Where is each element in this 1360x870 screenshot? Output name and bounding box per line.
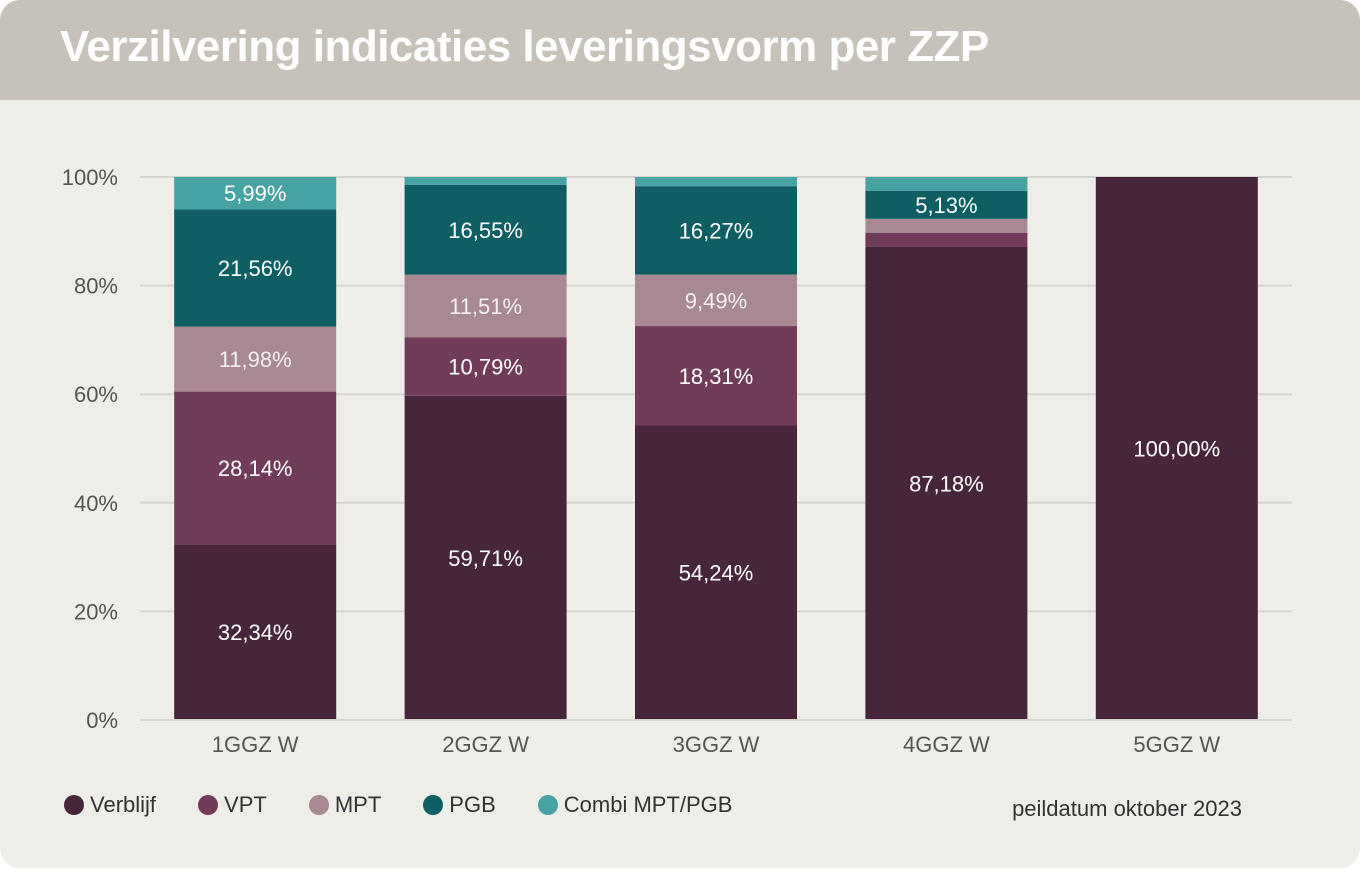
y-tick-label: 20%	[74, 599, 118, 624]
y-tick-label: 60%	[74, 382, 118, 407]
data-label: 5,99%	[224, 181, 286, 206]
legend-label-vpt: VPT	[224, 792, 267, 817]
data-label: 32,34%	[218, 620, 293, 645]
legend-item-pgb: PGB	[423, 792, 496, 818]
data-label: 87,18%	[909, 471, 984, 496]
data-label: 21,56%	[218, 256, 293, 281]
title-bar: Verzilvering indicaties leveringsvorm pe…	[0, 0, 1360, 100]
legend-label-pgb: PGB	[449, 792, 496, 817]
data-label: 9,49%	[685, 288, 747, 313]
bar-segment	[865, 218, 1028, 233]
bar-segment	[865, 246, 1028, 720]
bar-segment	[635, 177, 797, 187]
bar-segment	[865, 177, 1028, 191]
data-label: 100,00%	[1133, 437, 1220, 462]
bar-segment	[635, 274, 797, 327]
legend-label-verblijf: Verblijf	[90, 792, 157, 817]
data-label: 16,55%	[448, 218, 523, 243]
bar-segment	[635, 326, 797, 426]
y-tick-label: 40%	[74, 491, 118, 516]
legend: Verblijf VPT MPT PGB Combi MPT/PGB	[64, 792, 774, 818]
legend-swatch-mpt	[308, 795, 329, 815]
x-tick-label: 1GGZ W	[212, 732, 299, 757]
bar-segment	[404, 337, 567, 396]
data-label: 16,27%	[679, 218, 754, 243]
data-label: 59,71%	[448, 546, 523, 571]
bar-segment	[404, 177, 567, 185]
data-label: 5,13%	[915, 193, 977, 218]
data-label: 11,51%	[449, 294, 522, 319]
stacked-bar-chart: 0% 20% 40% 60% 80% 100% 32,34% 28,14% 11,98% 21,5…	[62, 165, 1292, 757]
y-tick-label: 100%	[62, 165, 118, 190]
x-tick-label: 4GGZ W	[903, 732, 990, 757]
data-label: 54,24%	[679, 561, 754, 586]
x-tick-label: 3GGZ W	[673, 732, 760, 757]
bar-segment	[635, 186, 797, 275]
y-tick-label: 0%	[86, 708, 118, 733]
bar-segment	[174, 326, 337, 392]
bar-segment	[174, 391, 337, 545]
y-tick-label: 80%	[74, 274, 118, 299]
x-tick-label: 2GGZ W	[442, 732, 529, 757]
bar-segment	[174, 544, 337, 720]
reference-date-note: peildatum oktober 2023	[1012, 796, 1242, 821]
bar-segment	[174, 176, 337, 210]
legend-swatch-vpt	[198, 795, 219, 815]
legend-swatch-combi	[537, 795, 558, 815]
legend-item-combi: Combi MPT/PGB	[537, 792, 733, 818]
bar-segment	[1095, 177, 1258, 720]
bar-segment	[404, 274, 567, 338]
bar-segment	[635, 425, 797, 720]
legend-label-mpt: MPT	[334, 792, 382, 817]
data-label: 11,98%	[219, 347, 292, 372]
bar-segment	[404, 184, 567, 275]
bar-segment	[865, 190, 1028, 219]
legend-swatch-verblijf	[64, 795, 84, 815]
legend-item-verblijf: Verblijf	[64, 792, 156, 818]
bar-segment	[404, 395, 567, 720]
data-label: 28,14%	[218, 456, 293, 481]
legend-item-vpt: VPT	[198, 792, 267, 818]
bar-segment	[174, 209, 337, 327]
legend-item-mpt: MPT	[308, 792, 382, 818]
legend-swatch-pgb	[423, 795, 444, 815]
data-label: 18,31%	[679, 364, 754, 389]
legend-label-combi: Combi MPT/PGB	[563, 792, 733, 817]
chart-title: Verzilvering indicaties leveringsvorm pe…	[60, 22, 989, 71]
bar-segment	[865, 232, 1028, 247]
data-label: 10,79%	[448, 354, 523, 379]
x-tick-label: 5GGZ W	[1133, 732, 1220, 757]
